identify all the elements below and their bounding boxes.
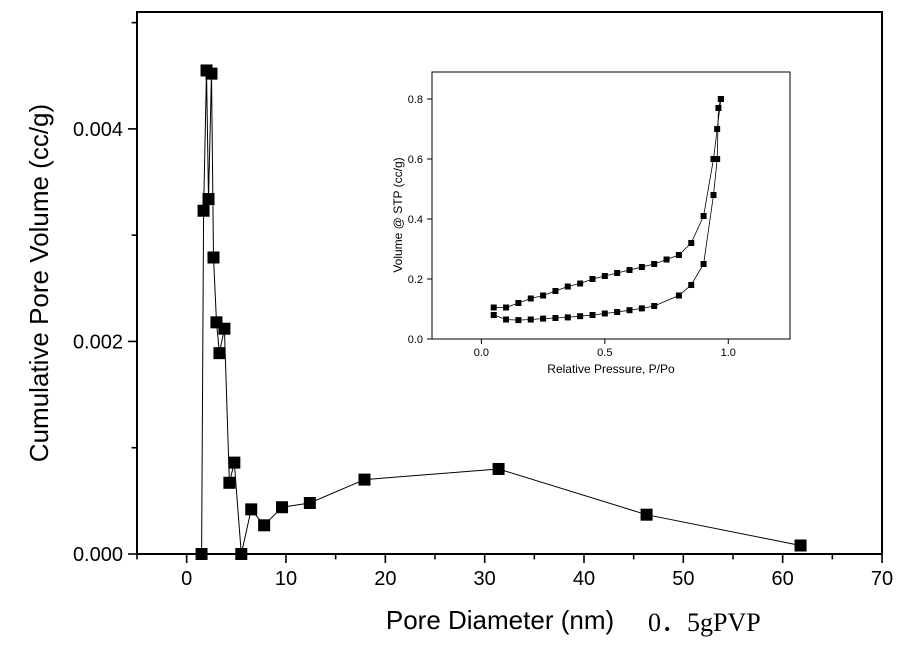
inset-data-point xyxy=(715,105,722,111)
inset-data-point xyxy=(675,292,682,299)
main-data-point xyxy=(202,193,215,206)
inset-data-point xyxy=(626,267,633,273)
main-data-point xyxy=(218,322,231,335)
main-data-point xyxy=(228,456,241,469)
inset-data-point xyxy=(552,315,559,321)
inset-x-tick-label: 0.0 xyxy=(474,347,489,359)
inset-y-tick-label: 0.6 xyxy=(408,154,423,166)
inset-x-tick-label: 1.0 xyxy=(721,347,736,359)
main-x-tick-label: 10 xyxy=(275,568,297,590)
inset-x-axis-title: Relative Pressure, P/Po xyxy=(547,362,675,376)
main-data-point xyxy=(358,473,371,486)
inset-y-tick-label: 0.8 xyxy=(408,94,423,106)
sample-annotation: 0．5gPVP xyxy=(648,608,761,637)
main-y-tick-label: 0.004 xyxy=(73,119,123,141)
inset-data-point xyxy=(700,261,707,267)
inset-data-point xyxy=(515,317,522,324)
main-data-point xyxy=(492,462,505,475)
main-data-point xyxy=(195,548,208,560)
inset-ticks: 0.0 0.5 1.0 0.0 0.2 0.4 0.6 0.8 xyxy=(408,94,736,359)
inset-y-axis-title: Volume @ STP (cc/g) xyxy=(391,157,405,272)
main-x-tick-label: 50 xyxy=(672,568,694,590)
inset-x-tick-label: 0.5 xyxy=(597,347,612,359)
inset-data-point xyxy=(710,156,717,162)
inset-y-tick-label: 0.2 xyxy=(408,274,423,286)
inset-data-point xyxy=(688,240,695,246)
main-x-tick-label: 70 xyxy=(871,568,893,590)
main-data-point xyxy=(794,539,807,552)
inset-data-point xyxy=(515,300,522,306)
inset-data-point xyxy=(503,304,510,311)
inset-data-point xyxy=(564,314,571,321)
inset-data-point xyxy=(552,288,559,294)
main-x-tick-label: 0 xyxy=(181,568,192,590)
main-series-line xyxy=(201,70,801,555)
inset-y-tick-label: 0.0 xyxy=(408,334,423,346)
inset-data-point xyxy=(601,310,608,317)
main-data-point xyxy=(640,508,653,521)
inset-data-point xyxy=(601,273,608,279)
inset-data-point xyxy=(577,280,584,287)
inset-data-point xyxy=(638,264,645,270)
main-x-tick-label: 30 xyxy=(474,568,496,590)
main-data-point xyxy=(213,347,226,360)
inset-data-point xyxy=(589,312,596,318)
main-x-tick-label: 40 xyxy=(573,568,595,590)
inset-data-point xyxy=(614,309,621,315)
inset-y-tick-label: 0.4 xyxy=(408,214,423,226)
inset-plot-frame xyxy=(431,71,791,340)
main-data-point xyxy=(245,503,258,516)
inset-data-point xyxy=(540,315,547,322)
inset-data-point xyxy=(675,252,682,258)
inset-data-point xyxy=(577,313,584,320)
inset-data-point xyxy=(651,303,658,309)
inset-data-point xyxy=(663,256,670,263)
inset-data-point xyxy=(490,312,497,318)
inset-data-point xyxy=(638,305,645,312)
inset-data-point xyxy=(540,292,547,299)
inset-data-point xyxy=(714,156,721,162)
inset-data-point xyxy=(626,307,633,314)
main-data-point xyxy=(223,476,236,489)
main-plot-frame xyxy=(136,11,883,555)
main-y-axis-title: Cumulative Pore Volume (cc/g) xyxy=(24,104,54,462)
main-ticks: 0 10 20 30 40 50 60 70 0.000 0.002 0.004 xyxy=(73,21,893,590)
inset-data-point xyxy=(614,270,621,276)
main-series xyxy=(195,64,807,560)
inset-data-point xyxy=(564,283,571,290)
inset-data-point xyxy=(527,295,534,302)
inset-data-point xyxy=(503,316,510,323)
inset-data-point xyxy=(527,316,534,323)
main-data-point xyxy=(205,67,218,80)
main-data-point xyxy=(276,501,289,514)
inset-data-point xyxy=(651,261,658,267)
inset-data-point xyxy=(700,213,707,219)
inset-data-point xyxy=(710,192,717,198)
main-x-axis-title: Pore Diameter (nm) xyxy=(386,605,614,635)
inset-data-point xyxy=(688,282,695,288)
inset-data-point xyxy=(717,96,724,102)
main-x-tick-label: 60 xyxy=(772,568,794,590)
inset-data-point xyxy=(714,126,721,132)
main-x-tick-label: 20 xyxy=(374,568,396,590)
main-y-tick-label: 0.000 xyxy=(73,544,123,566)
main-y-tick-label: 0.002 xyxy=(73,331,123,353)
inset-series xyxy=(490,96,724,324)
inset-data-point xyxy=(490,304,497,311)
main-data-point xyxy=(303,496,316,509)
main-data-point xyxy=(258,519,271,532)
main-data-point xyxy=(197,204,210,217)
inset-data-point xyxy=(589,276,596,282)
main-data-point xyxy=(235,548,248,560)
main-data-point xyxy=(207,251,220,264)
